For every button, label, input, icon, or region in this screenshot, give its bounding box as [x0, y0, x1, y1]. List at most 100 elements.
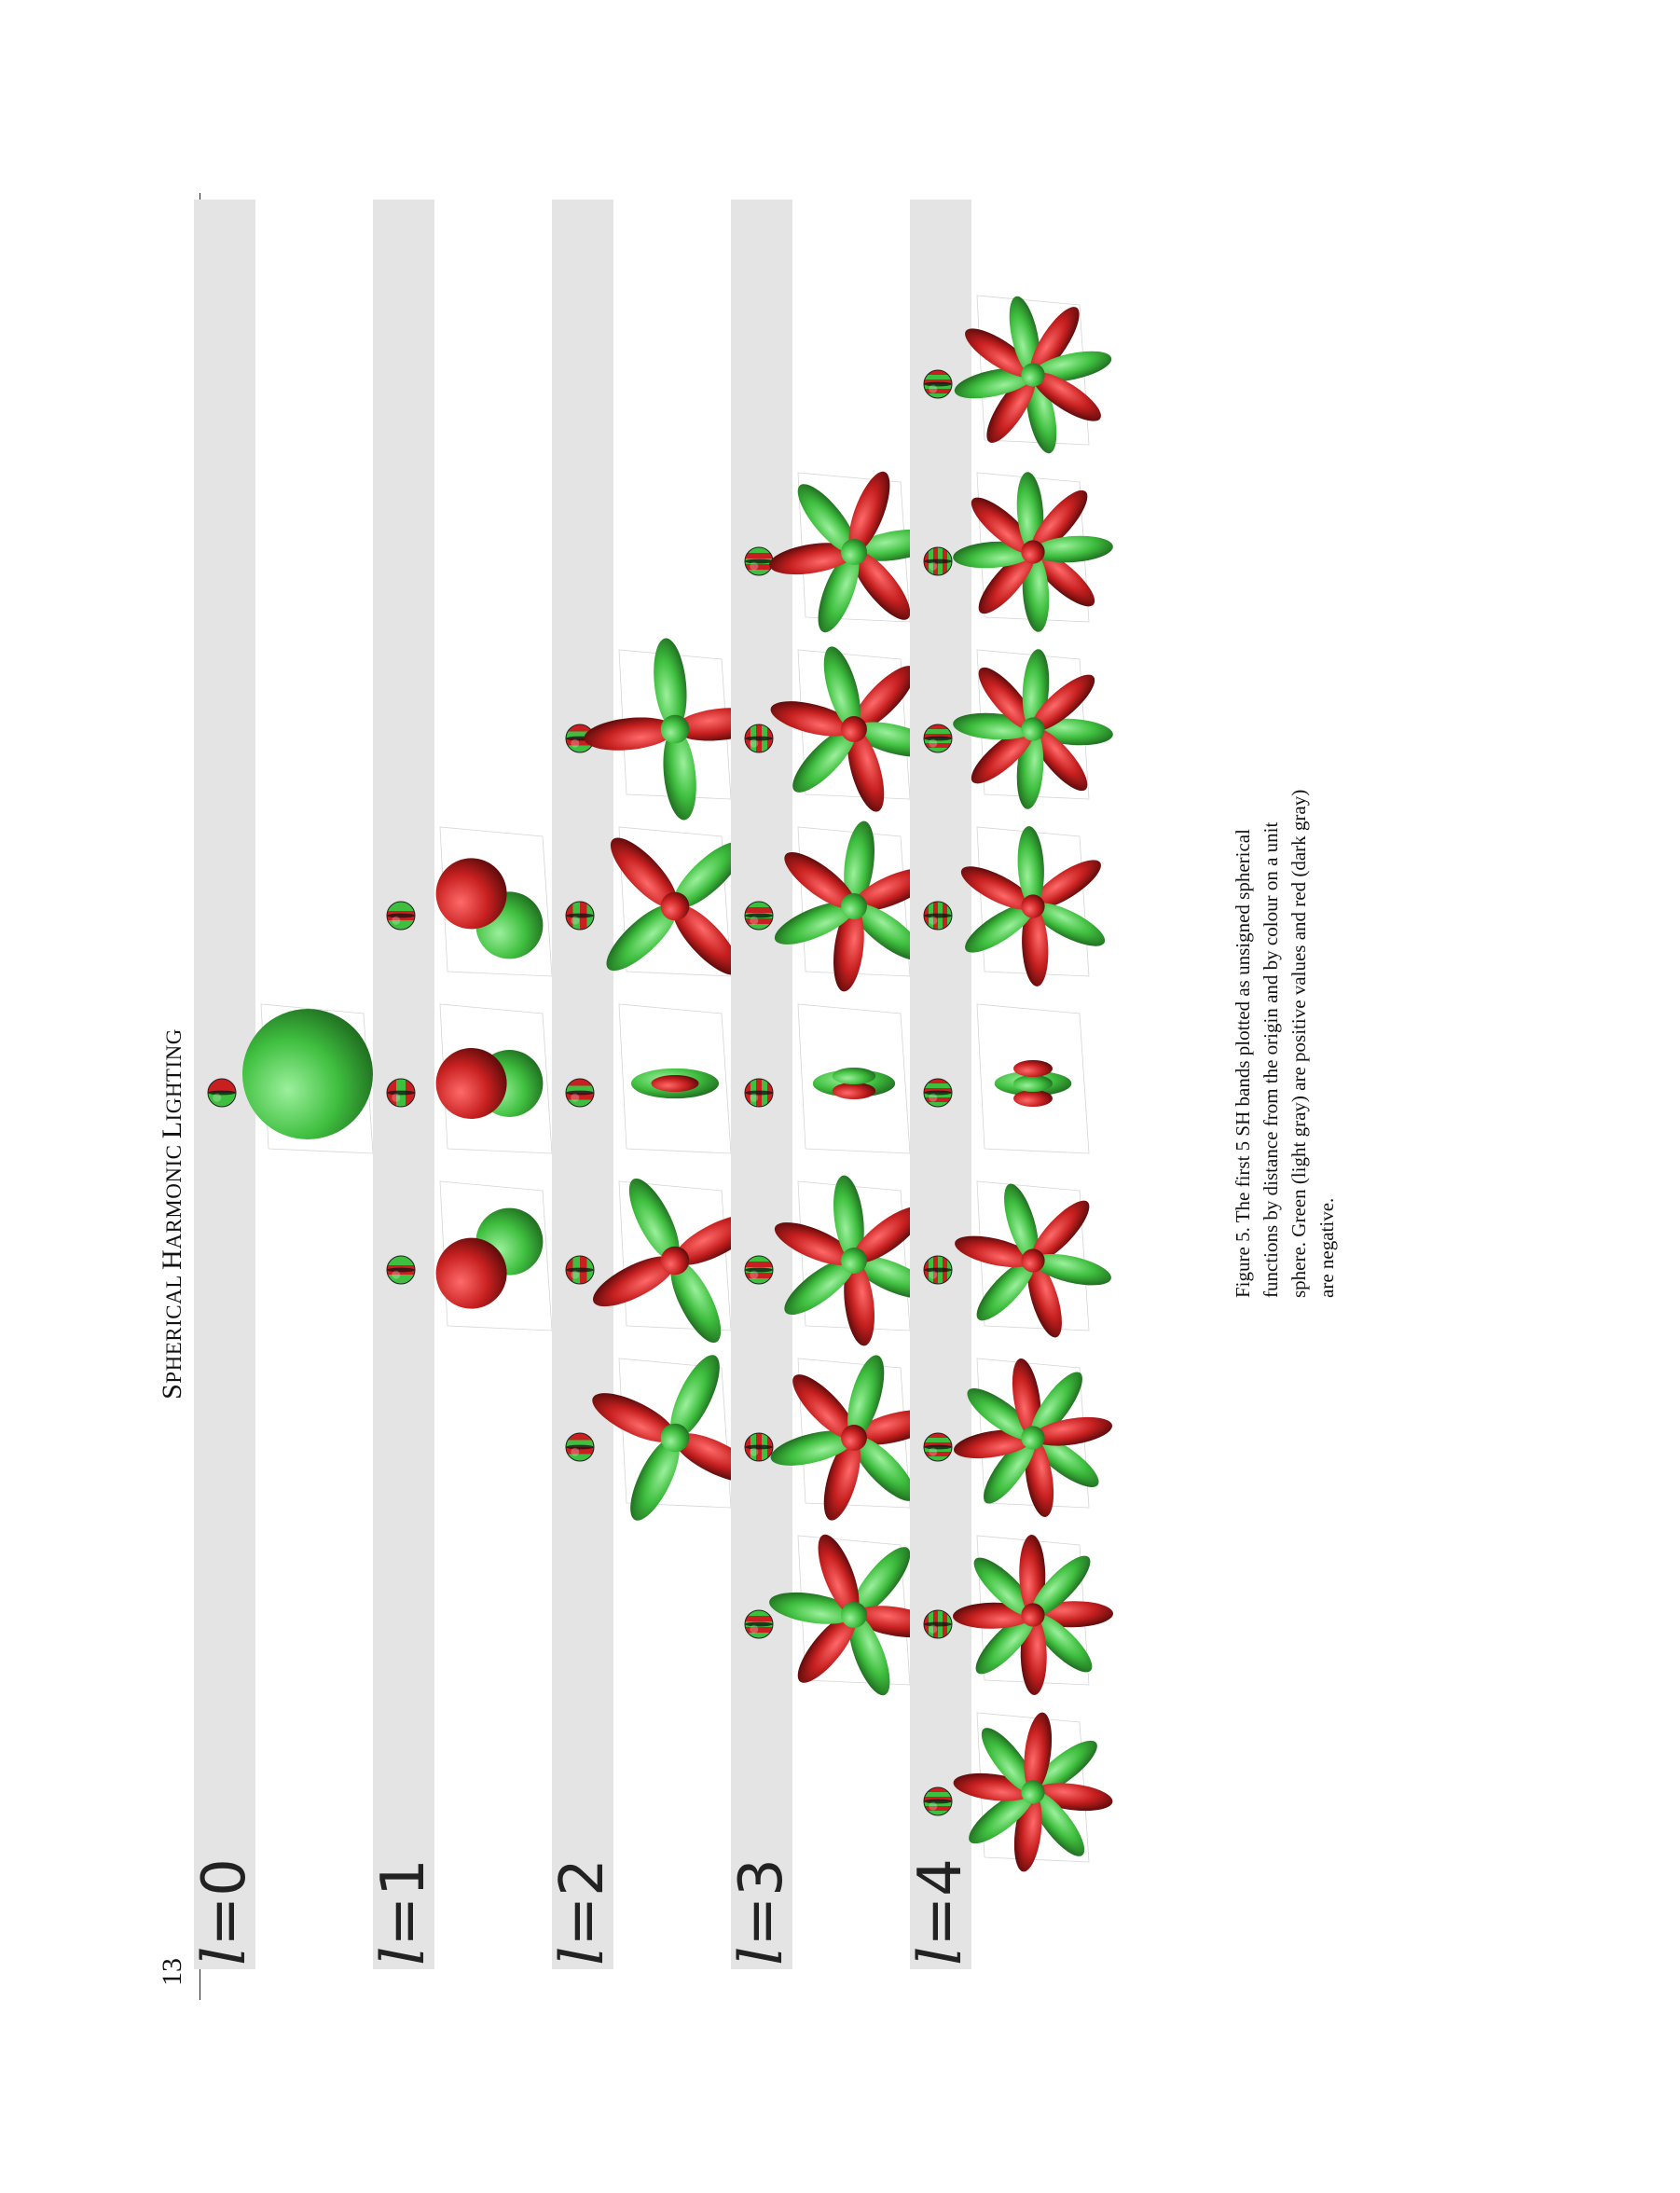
sh-lobe	[973, 1557, 1035, 1617]
sh-lobe	[844, 1260, 874, 1346]
sh-lobe	[852, 1206, 924, 1263]
sh-lobe	[1004, 1183, 1039, 1262]
running-head: SPHERICAL HARMONIC LIGHTING	[157, 1028, 187, 1400]
sh-lobe	[654, 638, 687, 730]
sh-lobe	[770, 701, 855, 737]
sh-lobe	[670, 1260, 722, 1343]
sh-core	[1021, 1603, 1045, 1627]
unit-sphere-colour	[745, 1079, 773, 1107]
sh-lobe	[984, 1437, 1036, 1504]
sh-function-plot	[386, 1003, 553, 1154]
sh-lobe	[847, 728, 885, 812]
sh-core	[841, 539, 867, 565]
sh-torus	[1013, 1060, 1053, 1077]
sh-lobe	[1031, 550, 1095, 607]
sh-core	[841, 1425, 867, 1451]
sh-lobe	[1032, 351, 1112, 382]
sh-torus	[651, 1075, 699, 1092]
sh-lobe	[851, 1547, 911, 1617]
sh-function-plot	[923, 1180, 1111, 1338]
sh-lobe	[1031, 490, 1088, 554]
sh-torus	[832, 1083, 876, 1099]
unit-sphere-colour	[387, 1079, 415, 1107]
sh-lobe	[847, 1355, 885, 1439]
sh-lobe	[792, 1374, 856, 1440]
sh-lobe	[792, 727, 856, 793]
sh-core	[1021, 717, 1045, 741]
sh-lobe	[435, 1237, 507, 1309]
sh-lobe	[978, 550, 1035, 614]
sh-core	[1021, 1426, 1045, 1450]
sh-lobe	[818, 551, 860, 633]
sh-lobe	[606, 903, 677, 972]
sh-function-plot	[923, 472, 1113, 632]
sh-lobe	[1017, 826, 1044, 907]
band-row-plots	[386, 826, 553, 1331]
sh-lobe	[978, 667, 1035, 731]
sh-lobe	[1032, 372, 1101, 421]
sh-lobe	[1032, 535, 1113, 563]
axes-box	[618, 826, 732, 977]
axes-box	[439, 1180, 553, 1331]
sh-lobe	[1012, 1359, 1041, 1439]
sh-lobe	[670, 1355, 720, 1439]
sh-lobe	[1027, 1260, 1062, 1338]
sh-lobe	[823, 1437, 861, 1521]
sh-lobe	[1031, 1740, 1097, 1795]
sh-lobe	[797, 484, 857, 554]
sh-function-plot	[386, 1180, 553, 1331]
axes-box	[618, 1358, 732, 1509]
axes-box	[618, 1003, 732, 1154]
sh-function-plot	[923, 295, 1112, 454]
sh-core	[841, 716, 867, 742]
sh-lobe	[848, 471, 890, 553]
sh-lobe	[844, 821, 874, 907]
sh-lobe	[774, 1222, 855, 1265]
unit-sphere-colour	[924, 724, 952, 752]
sh-function-plot	[744, 1534, 939, 1696]
sh-lobe	[971, 497, 1035, 554]
sh-lobe	[630, 1437, 680, 1521]
sh-lobe	[1032, 903, 1106, 946]
sh-lobe	[986, 374, 1036, 443]
axes-box	[797, 1535, 911, 1686]
sh-function-plot	[744, 1175, 934, 1346]
unit-sphere-colour	[387, 1256, 415, 1284]
sh-lobe	[663, 728, 696, 821]
unit-sphere-colour	[745, 547, 773, 575]
unit-sphere-colour	[208, 1079, 236, 1107]
sh-function-plot	[565, 1003, 732, 1154]
sh-core	[841, 1602, 867, 1628]
sh-lobe	[818, 1534, 860, 1616]
sh-lobe	[784, 1258, 856, 1316]
sh-core	[1021, 894, 1045, 918]
sh-function-plot	[565, 826, 744, 977]
sh-function-plot	[923, 1358, 1112, 1517]
sh-function-plot	[923, 1535, 1113, 1695]
sh-lobe	[610, 837, 678, 908]
sh-lobe	[1030, 1790, 1085, 1856]
unit-sphere-colour	[566, 1256, 594, 1284]
sh-lobe	[954, 1429, 1034, 1459]
sh-lobe	[852, 666, 916, 731]
sh-lobe	[769, 543, 855, 575]
sh-lobe	[954, 367, 1034, 399]
sh-lobe	[769, 1592, 855, 1624]
sh-core	[1021, 363, 1045, 387]
sh-lobe	[975, 1613, 1035, 1675]
sh-lobe	[1022, 905, 1049, 986]
sh-lobe	[1032, 1435, 1099, 1487]
sh-lobe	[435, 1048, 507, 1119]
unit-sphere-colour	[924, 547, 952, 575]
sh-lobe	[673, 841, 744, 909]
sh-lobe	[628, 1179, 680, 1262]
axes-box	[976, 1003, 1090, 1154]
sh-lobe	[1032, 860, 1101, 909]
sh-lobe	[1030, 307, 1080, 376]
unit-sphere-colour	[924, 902, 952, 930]
unit-sphere-colour	[745, 1256, 773, 1284]
sh-lobe	[1031, 1613, 1093, 1673]
sh-lobe	[1031, 727, 1088, 792]
sh-function-plot	[207, 1003, 374, 1154]
